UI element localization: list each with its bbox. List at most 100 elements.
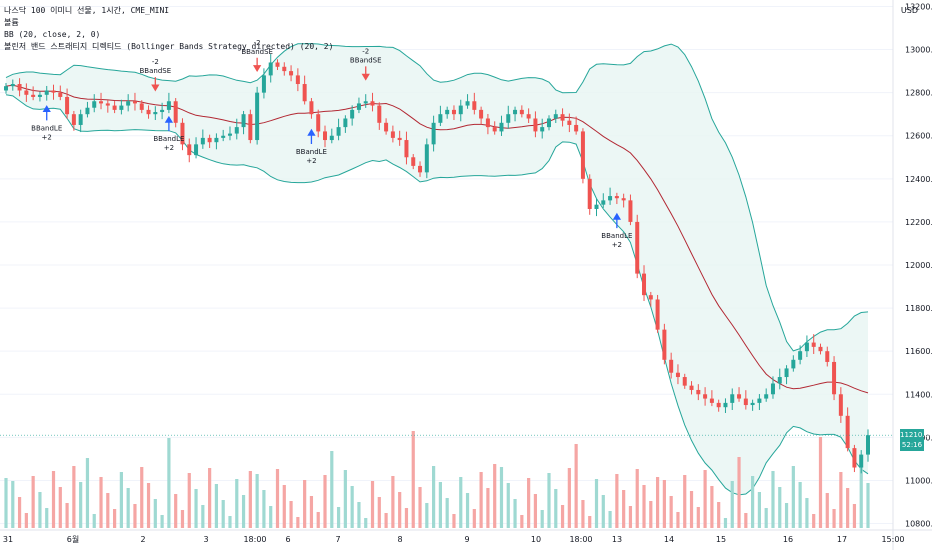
y-tick-label: 13200.00	[905, 2, 932, 11]
volume-bar	[45, 508, 49, 528]
volume-bar	[303, 480, 307, 528]
lower-band-line	[5, 94, 869, 496]
volume-bar	[499, 467, 504, 528]
candle-body	[492, 127, 497, 132]
candle-body	[791, 359, 796, 369]
volume-bar	[852, 504, 857, 528]
volume-bar	[818, 437, 823, 528]
volume-bar	[336, 507, 341, 528]
candle-body	[411, 157, 416, 166]
x-tick-label: 7	[335, 535, 340, 544]
volume-bar	[825, 493, 829, 528]
candle-body	[261, 75, 266, 93]
candle-body	[214, 137, 219, 143]
candle-body	[648, 295, 653, 300]
volume-bar	[778, 487, 782, 528]
volume-bar	[493, 464, 497, 528]
volume-bar	[411, 431, 415, 528]
volume-bar	[642, 485, 646, 528]
candle-body	[662, 329, 667, 360]
candle-body	[635, 221, 640, 274]
candle-body	[709, 398, 714, 403]
volume-bar	[445, 498, 449, 528]
candle-body	[533, 118, 538, 132]
candle-body	[451, 109, 456, 115]
volume-bar	[459, 477, 463, 528]
volume-bar	[106, 493, 110, 528]
candle-body	[689, 385, 694, 390]
y-tick-label: 10800.00	[905, 520, 932, 529]
volume-bar	[757, 492, 762, 528]
volume-bar	[560, 505, 565, 528]
candle-body	[384, 122, 389, 132]
candle-body	[302, 84, 307, 102]
candle-body	[180, 122, 185, 145]
x-tick-label: 6월	[67, 534, 79, 544]
volume-bar	[160, 515, 164, 528]
candle-body	[112, 105, 117, 110]
short-qty-label: -2	[254, 39, 261, 47]
volume-bar	[323, 475, 327, 528]
volume-bar	[608, 511, 612, 528]
x-tick-label: 16	[783, 535, 793, 544]
volume-bar	[737, 457, 741, 528]
x-tick-label: 18:00	[243, 535, 266, 544]
y-tick-label: 11600.00	[905, 347, 932, 356]
volume-bar	[425, 503, 429, 528]
volume-bar	[513, 499, 517, 528]
candle-body	[526, 114, 531, 119]
candle-body	[65, 96, 70, 115]
bb-legend[interactable]: BB (20, close, 2, 0)	[4, 30, 101, 39]
volume-legend[interactable]: 볼륨	[4, 18, 19, 27]
volume-bar	[241, 495, 246, 528]
volume-bar	[309, 496, 314, 528]
long-qty-label: +2	[612, 241, 622, 249]
candle-body	[241, 114, 246, 128]
volume-bar	[479, 472, 483, 528]
candle-body	[248, 114, 253, 141]
x-tick-label: 15	[716, 535, 726, 544]
x-tick-label: 31	[3, 535, 13, 544]
volume-bar	[38, 492, 42, 528]
y-tick-label: 11800.00	[905, 304, 932, 313]
candle-body	[770, 383, 775, 395]
candle-body	[431, 122, 436, 145]
long-entry-arrow	[307, 128, 316, 145]
candle-body	[268, 62, 273, 76]
y-tick-label: 12000.00	[905, 261, 932, 270]
candle-body	[207, 137, 212, 143]
volume-bar	[65, 503, 69, 528]
candle-body	[825, 351, 830, 362]
strategy-legend[interactable]: 볼린저 밴드 스트래티지 디렉티드 (Bollinger Bands Strat…	[4, 42, 334, 51]
volume-bar	[574, 444, 578, 528]
volume-bar	[791, 466, 795, 528]
candle-body	[37, 94, 42, 97]
volume-bar	[710, 486, 714, 528]
long-signal-label: BBandLE	[601, 232, 632, 240]
candle-body	[44, 90, 49, 95]
volume-bar	[696, 507, 700, 528]
candle-body	[866, 435, 870, 455]
long-entry-arrow	[164, 115, 174, 132]
y-tick-label: 13000.00	[905, 46, 932, 55]
last-price-tag: 11210.00 52:16	[900, 429, 932, 451]
volume-bar	[717, 502, 721, 528]
volume-bar	[703, 470, 707, 528]
candle-body	[221, 135, 226, 138]
volume-bar	[384, 513, 388, 528]
volume-bar	[343, 470, 347, 528]
long-qty-label: +2	[42, 133, 52, 141]
volume-bar	[649, 501, 653, 528]
volume-bar	[683, 475, 687, 528]
candle-body	[560, 114, 565, 121]
volume-bar	[296, 517, 300, 528]
candle-body	[750, 402, 755, 406]
volume-bar	[235, 479, 239, 528]
volume-bar	[51, 471, 56, 528]
candle-body	[282, 66, 287, 72]
volume-bar	[676, 512, 680, 528]
upper-band-line	[5, 43, 869, 352]
candle-body	[845, 415, 850, 449]
candle-body	[642, 273, 647, 296]
